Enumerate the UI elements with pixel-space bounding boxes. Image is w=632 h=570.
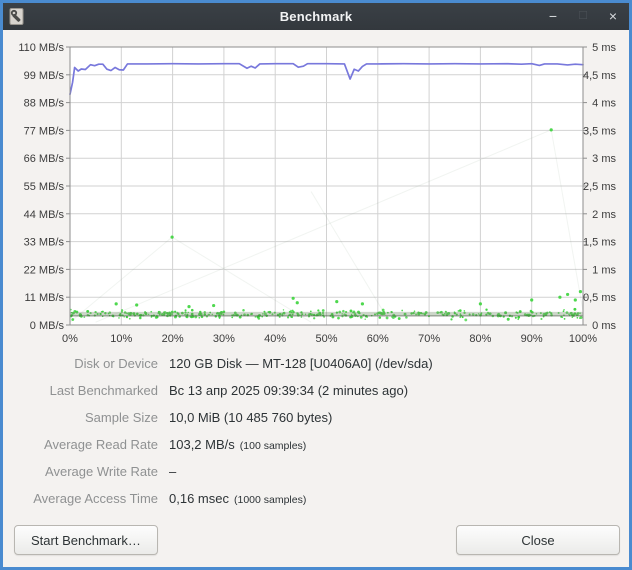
svg-text:88 MB/s: 88 MB/s <box>24 98 65 110</box>
svg-text:55 MB/s: 55 MB/s <box>24 181 65 193</box>
svg-text:2 ms: 2 ms <box>592 209 616 221</box>
detail-label: Sample Size <box>85 410 158 425</box>
svg-text:0%: 0% <box>62 333 78 345</box>
svg-text:70%: 70% <box>418 333 440 345</box>
svg-text:4 ms: 4 ms <box>592 98 616 110</box>
close-button[interactable]: Close <box>456 525 620 555</box>
svg-text:5 ms: 5 ms <box>592 42 616 54</box>
svg-text:30%: 30% <box>213 333 235 345</box>
svg-text:110 MB/s: 110 MB/s <box>18 42 64 54</box>
maximize-button: ☐ <box>578 10 588 22</box>
detail-row: Average Read Rate 103,2 MB/s (100 samples) <box>3 437 629 456</box>
svg-text:3,5 ms: 3,5 ms <box>583 125 617 137</box>
svg-text:1 ms: 1 ms <box>592 264 616 276</box>
benchmark-chart: 110 MB/s 99 MB/s 88 MB/s 77 MB/s 66 MB/s 55 M… <box>18 42 617 345</box>
detail-label: Average Write Rate <box>45 464 158 479</box>
svg-text:77 MB/s: 77 MB/s <box>24 125 65 137</box>
svg-text:60%: 60% <box>367 333 389 345</box>
detail-note: (1000 samples) <box>233 494 307 506</box>
detail-row: Average Write Rate – <box>3 464 629 483</box>
svg-text:50%: 50% <box>315 333 337 345</box>
detail-value: 10,0 MiB (10 485 760 bytes) <box>169 410 333 425</box>
svg-text:40%: 40% <box>264 333 286 345</box>
svg-text:99 MB/s: 99 MB/s <box>24 70 65 82</box>
benchmark-details: Disk or Device 120 GB Disk — MT-128 [U040… <box>3 356 629 510</box>
detail-value: Вс 13 апр 2025 09:39:34 (2 minutes ago) <box>169 383 409 398</box>
detail-value: 0,16 msec <box>169 491 229 506</box>
detail-label: Last Benchmarked <box>49 383 158 398</box>
svg-text:44 MB/s: 44 MB/s <box>24 209 65 221</box>
svg-text:33 MB/s: 33 MB/s <box>24 237 65 249</box>
svg-text:3 ms: 3 ms <box>592 153 616 165</box>
svg-text:0 ms: 0 ms <box>592 320 616 332</box>
svg-text:0 MB/s: 0 MB/s <box>30 320 65 332</box>
detail-value: 103,2 MB/s <box>169 437 235 452</box>
detail-value: – <box>169 464 177 479</box>
svg-text:10%: 10% <box>110 333 132 345</box>
detail-row: Sample Size 10,0 MiB (10 485 760 bytes) <box>3 410 629 429</box>
start-benchmark-button[interactable]: Start Benchmark… <box>14 525 158 555</box>
svg-text:90%: 90% <box>521 333 543 345</box>
svg-text:1,5 ms: 1,5 ms <box>583 237 617 249</box>
detail-label: Average Read Rate <box>44 437 158 452</box>
svg-text:4,5 ms: 4,5 ms <box>583 70 617 82</box>
close-window-button[interactable]: × <box>608 8 618 24</box>
detail-note: (100 samples) <box>239 440 307 452</box>
detail-value: 120 GB Disk — MT-128 [U0406A0] (/dev/sda… <box>169 356 433 371</box>
svg-text:11 MB/s: 11 MB/s <box>24 292 64 304</box>
svg-text:0,5 ms: 0,5 ms <box>583 292 617 304</box>
detail-row: Average Access Time 0,16 msec (1000 sample… <box>3 491 629 510</box>
detail-label: Average Access Time <box>33 491 158 506</box>
detail-row: Disk or Device 120 GB Disk — MT-128 [U040… <box>3 356 629 375</box>
detail-label: Disk or Device <box>74 356 158 371</box>
disk-utility-icon <box>9 8 24 25</box>
svg-text:100%: 100% <box>569 333 597 345</box>
svg-text:2,5 ms: 2,5 ms <box>583 181 617 193</box>
svg-text:20%: 20% <box>162 333 184 345</box>
svg-text:80%: 80% <box>469 333 491 345</box>
svg-text:22 MB/s: 22 MB/s <box>24 264 65 276</box>
svg-text:66 MB/s: 66 MB/s <box>24 153 65 165</box>
minimize-button[interactable]: − <box>548 8 558 24</box>
titlebar[interactable]: Benchmark − ☐ × <box>3 3 629 30</box>
window-title: Benchmark <box>279 9 353 24</box>
dialog-content: 110 MB/s 99 MB/s 88 MB/s 77 MB/s 66 MB/s 55 M… <box>3 30 629 567</box>
detail-row: Last Benchmarked Вс 13 апр 2025 09:39:34 … <box>3 383 629 402</box>
action-area: Start Benchmark… Close <box>3 525 629 555</box>
